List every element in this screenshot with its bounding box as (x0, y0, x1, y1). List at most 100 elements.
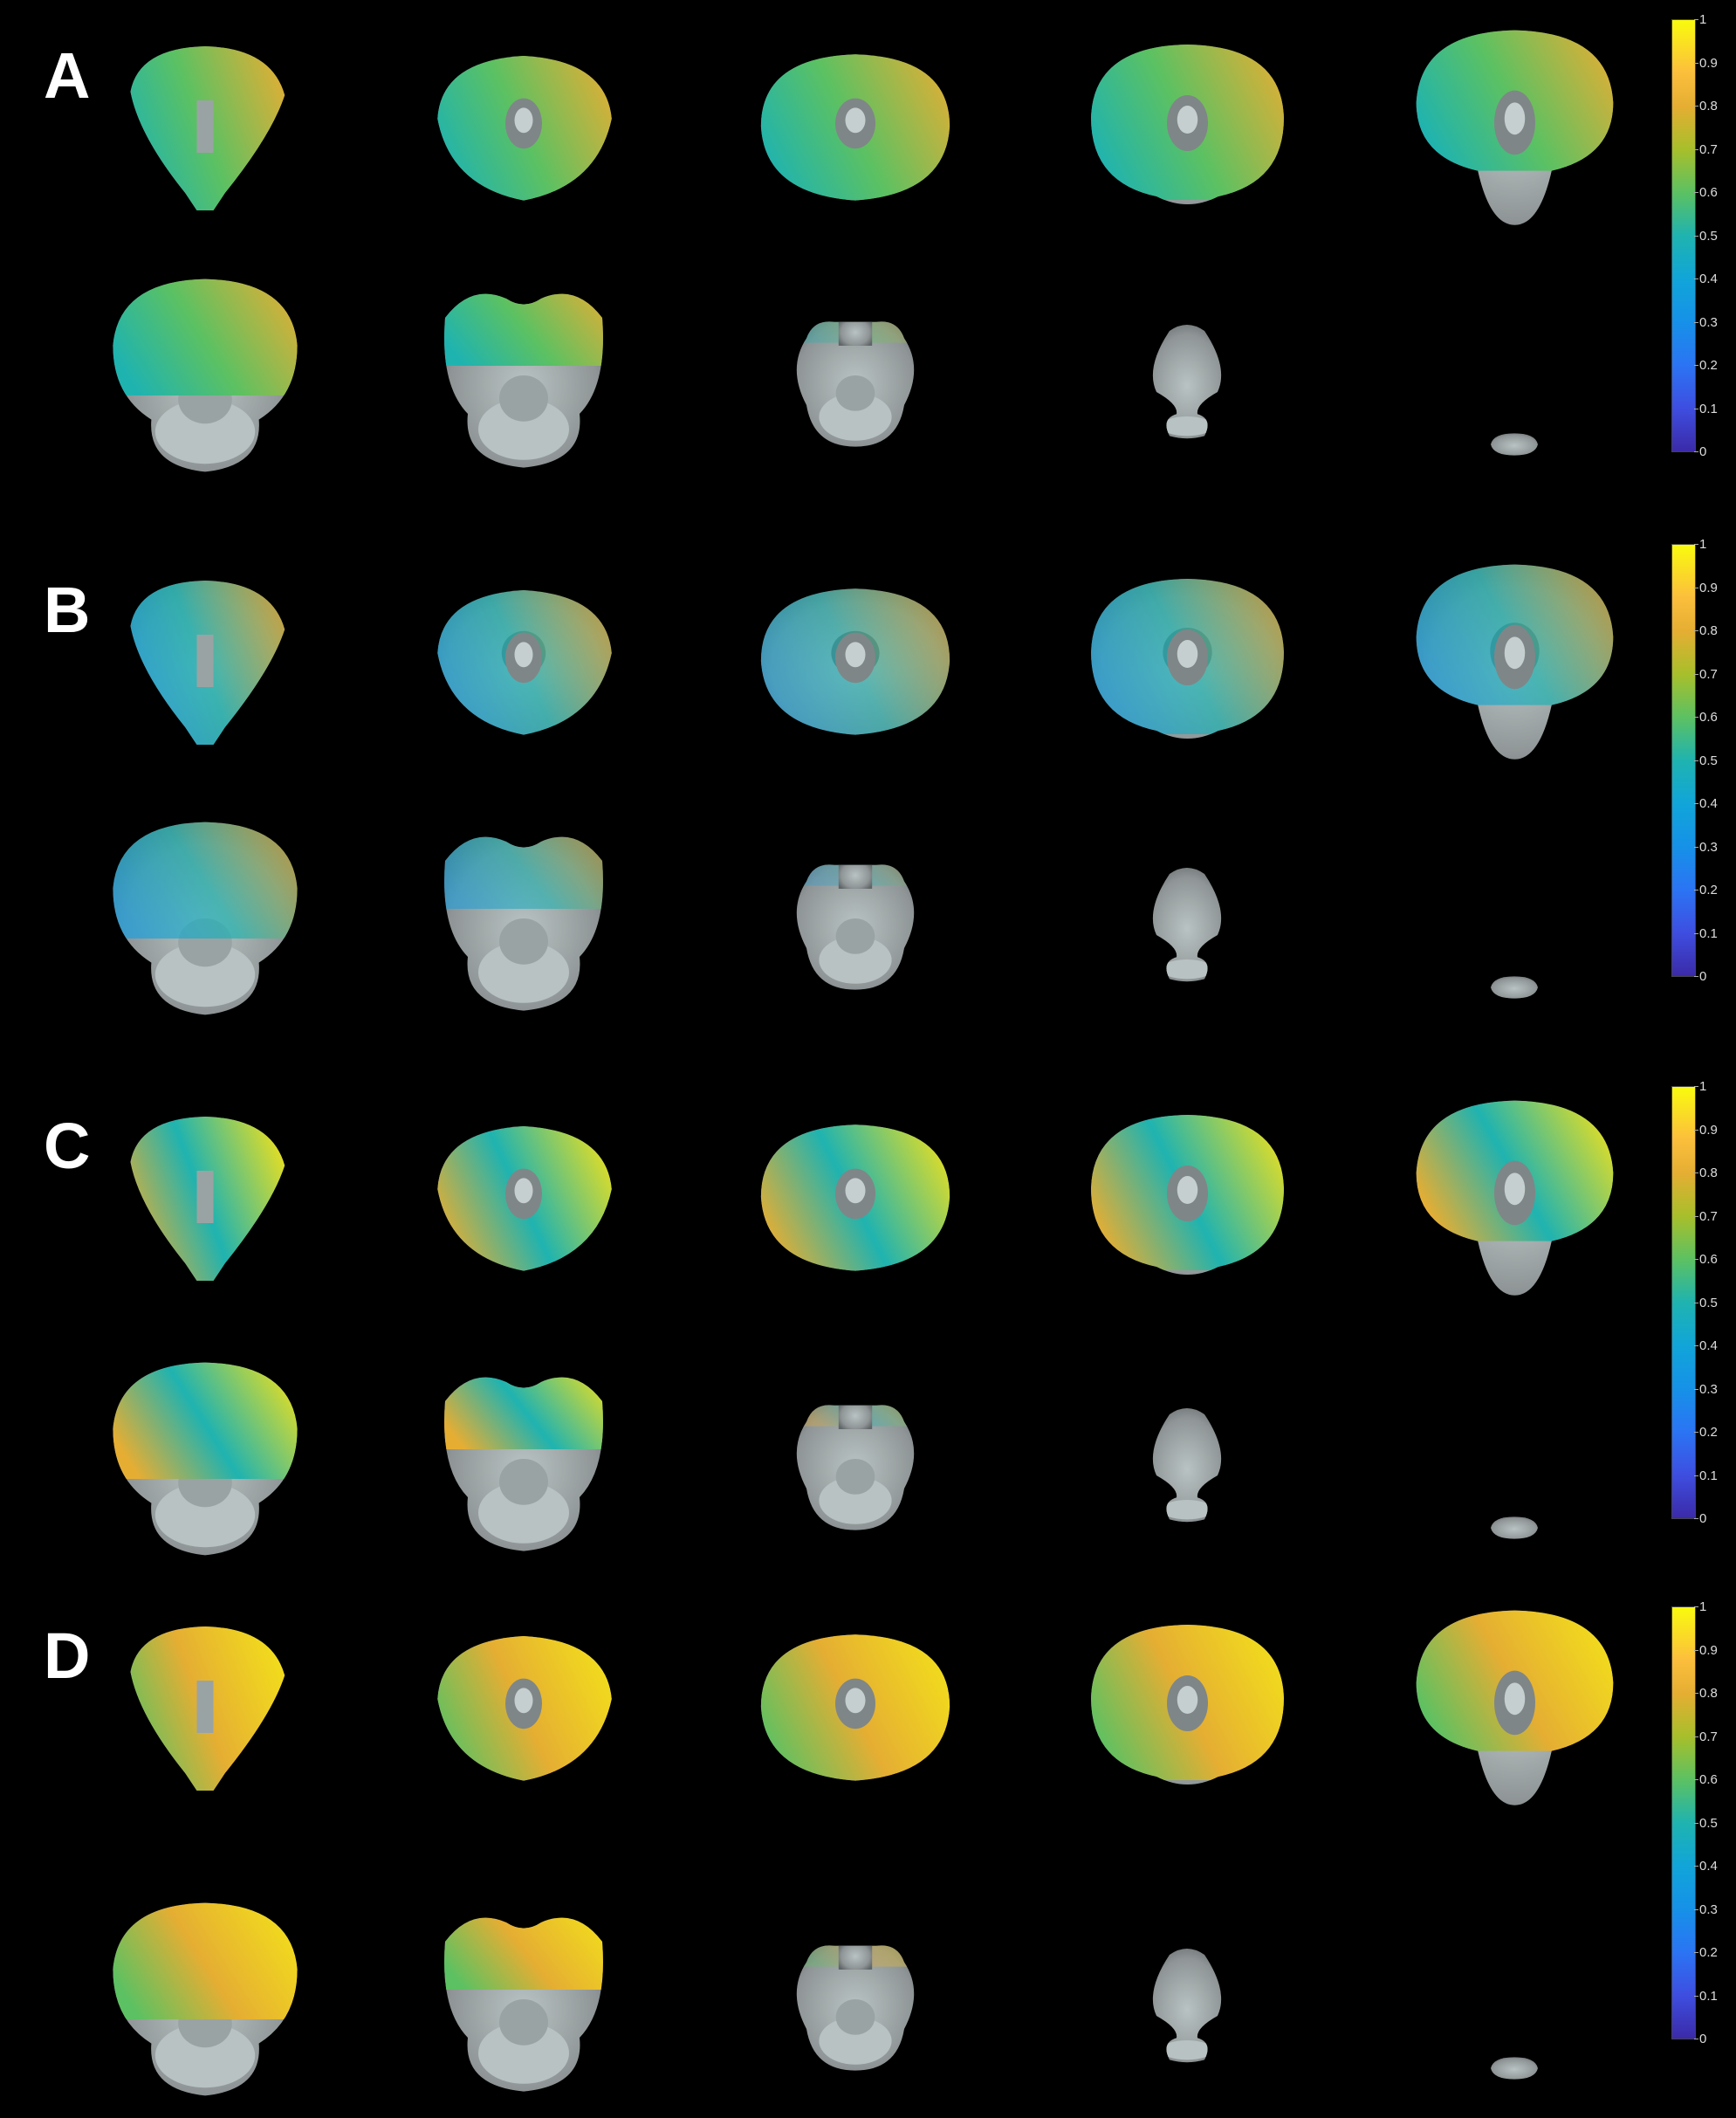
colorbar-tick-label: 0.3 (1699, 839, 1718, 855)
slice-d-1-3-image (760, 1634, 950, 1781)
slice-b-2-4 (1143, 862, 1231, 984)
colorbar-tick-label: 0.1 (1699, 1468, 1718, 1483)
slice-b-2-1 (109, 818, 301, 1019)
colorbar-tick-mark (1694, 1606, 1698, 1607)
colorbar-gradient (1672, 545, 1695, 976)
slice-d-1-2-image (437, 1636, 612, 1781)
slice-d-1-1 (122, 1619, 288, 1794)
colorbar-tick-mark (1694, 1518, 1698, 1519)
slice-b-2-4-image (1152, 868, 1222, 982)
colorbar-tick-label: 0.4 (1699, 1338, 1718, 1353)
colorbar-gradient (1672, 1087, 1695, 1518)
slice-a-1-2 (432, 48, 615, 205)
colorbar-tick-mark (1694, 1649, 1698, 1651)
colorbar-tick-label: 0.6 (1699, 185, 1718, 200)
slice-a-2-1-image (113, 279, 298, 472)
slice-b-1-3-image (760, 588, 950, 735)
colorbar-tick-mark (1694, 1952, 1698, 1953)
slice-d-2-3-image (796, 1945, 915, 2071)
slice-d-1-3 (755, 1628, 956, 1785)
colorbar-tick-label: 0.4 (1699, 1859, 1718, 1874)
slice-a-1-5 (1412, 26, 1617, 227)
slice-b-1-3 (755, 582, 956, 739)
panel-label: B (44, 574, 91, 646)
slice-b-1-5 (1412, 560, 1617, 761)
slice-c-2-3-image (796, 1405, 915, 1530)
colorbar-tick-label: 0.1 (1699, 401, 1718, 416)
colorbar (1671, 544, 1696, 977)
slice-d-1-4 (1085, 1619, 1290, 1794)
colorbar-tick-label: 0.2 (1699, 883, 1718, 897)
slice-b-2-3 (786, 844, 925, 993)
slice-d-2-2-image (444, 1917, 603, 2092)
colorbar-tick-label: 0.3 (1699, 1901, 1718, 1917)
slice-a-1-5-image (1416, 30, 1613, 225)
colorbar-tick-mark (1694, 321, 1698, 323)
slice-c-1-2-image (437, 1126, 612, 1271)
slice-a-2-4-image (1152, 325, 1222, 439)
colorbar-tick-mark (1694, 1388, 1698, 1390)
colorbar-tick-mark (1694, 1693, 1698, 1694)
slice-a-2-3-image (796, 321, 915, 447)
colorbar-tick-label: 0.2 (1699, 1425, 1718, 1440)
slice-b-2-3-image (796, 864, 915, 990)
colorbar-tick-label: 0.7 (1699, 141, 1718, 157)
slice-c-1-5 (1412, 1097, 1617, 1297)
slice-a-2-3 (786, 301, 925, 450)
colorbar-tick-mark (1694, 846, 1698, 848)
slice-b-2-5 (1488, 975, 1540, 1000)
slice-c-2-2 (436, 1363, 611, 1555)
colorbar-tick-label: 0.9 (1699, 1122, 1718, 1138)
colorbar-tick-label: 0.5 (1699, 228, 1718, 244)
slice-b-1-2 (432, 582, 615, 739)
colorbar-tick-mark (1694, 630, 1698, 631)
colorbar-tick-label: 0 (1699, 444, 1707, 459)
colorbar-tick-label: 0.4 (1699, 272, 1718, 286)
slice-c-1-2 (432, 1118, 615, 1276)
panel-label: C (44, 1110, 91, 1182)
colorbar-tick-label: 0.8 (1699, 623, 1718, 638)
colorbar-tick-mark (1694, 760, 1698, 761)
slice-b-2-5-image (1491, 976, 1538, 999)
slice-b-2-2-image (444, 836, 603, 1011)
colorbar-tick-mark (1694, 62, 1698, 64)
colorbar-tick-mark (1694, 19, 1698, 20)
slice-c-1-1 (122, 1110, 288, 1284)
colorbar-tick-mark (1694, 1345, 1698, 1346)
slice-a-1-4 (1085, 39, 1290, 214)
colorbar-tick-mark (1694, 1259, 1698, 1260)
colorbar-tick-mark (1694, 1172, 1698, 1173)
slice-c-2-2-image (444, 1377, 603, 1551)
colorbar (1671, 1086, 1696, 1519)
colorbar-tick-label: 0.9 (1699, 1642, 1718, 1658)
slice-b-1-5-image (1416, 564, 1613, 760)
colorbar-tick-mark (1694, 1129, 1698, 1131)
slice-b-2-1-image (113, 822, 298, 1015)
slice-a-1-3-image (760, 54, 950, 201)
colorbar-tick-label: 0.6 (1699, 710, 1718, 725)
slice-b-1-1-image (130, 581, 285, 745)
colorbar-tick-label: 0 (1699, 969, 1707, 984)
slice-d-1-2 (432, 1628, 615, 1785)
slice-c-1-3-image (760, 1124, 950, 1271)
colorbar-tick-label: 0.2 (1699, 358, 1718, 373)
slice-c-2-1 (109, 1358, 301, 1559)
slice-c-2-4 (1143, 1402, 1231, 1524)
colorbar-tick-mark (1694, 544, 1698, 545)
slice-b-1-1 (122, 574, 288, 748)
slice-c-1-3 (755, 1118, 956, 1276)
slice-d-1-5-image (1416, 1610, 1613, 1805)
colorbar-tick-label: 0.4 (1699, 796, 1718, 811)
colorbar-gradient (1672, 1607, 1695, 2039)
slice-a-1-4-image (1090, 45, 1284, 204)
slice-c-1-4 (1085, 1110, 1290, 1284)
colorbar-tick-mark (1694, 1736, 1698, 1737)
colorbar-tick-label: 1 (1699, 12, 1707, 27)
colorbar-tick-mark (1694, 1779, 1698, 1780)
colorbar-tick-mark (1694, 106, 1698, 107)
colorbar-tick-label: 0.8 (1699, 1686, 1718, 1701)
colorbar-tick-mark (1694, 1908, 1698, 1910)
colorbar-tick-mark (1694, 890, 1698, 891)
colorbar-tick-label: 0.5 (1699, 1815, 1718, 1831)
slice-c-2-5 (1488, 1516, 1540, 1540)
